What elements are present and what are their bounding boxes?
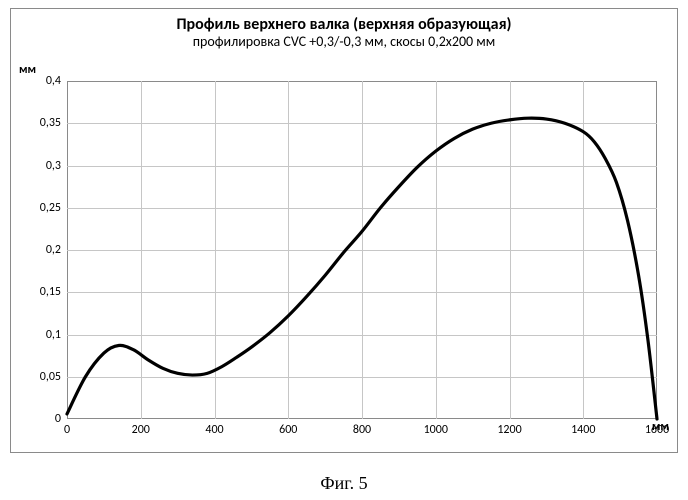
plot-area: 00,050,10,150,20,250,30,350,4 0200400600… xyxy=(67,81,657,419)
x-tick-label: 1200 xyxy=(497,419,521,437)
y-axis-unit: мм xyxy=(19,63,36,77)
y-tick-label: 0,15 xyxy=(40,285,67,299)
y-tick-label: 0,4 xyxy=(46,74,67,88)
y-tick-label: 0,3 xyxy=(46,159,67,173)
x-tick-label: 600 xyxy=(279,419,297,437)
y-tick-label: 0,2 xyxy=(46,243,67,257)
chart-title: Профиль верхнего валка (верхняя образующ… xyxy=(11,15,677,34)
x-tick-label: 800 xyxy=(353,419,371,437)
y-tick-label: 0,05 xyxy=(40,370,67,384)
figure-caption: Фиг. 5 xyxy=(0,473,688,494)
line-series xyxy=(67,81,657,419)
chart-subtitle: профилировка CVC +0,3/-0,3 мм, скосы 0,2… xyxy=(11,34,677,51)
x-tick-label: 1000 xyxy=(424,419,448,437)
y-tick-label: 0,35 xyxy=(40,116,67,130)
y-tick-label: 0,25 xyxy=(40,201,67,215)
x-tick-label: 200 xyxy=(132,419,150,437)
chart-panel: Профиль верхнего валка (верхняя образующ… xyxy=(10,8,678,453)
y-tick-label: 0,1 xyxy=(46,328,67,342)
x-tick-label: 1600 xyxy=(645,419,669,437)
x-tick-label: 400 xyxy=(205,419,223,437)
x-tick-label: 0 xyxy=(64,419,70,437)
figure-container: Профиль верхнего валка (верхняя образующ… xyxy=(0,0,688,500)
x-tick-label: 1400 xyxy=(571,419,595,437)
chart-titles: Профиль верхнего валка (верхняя образующ… xyxy=(11,9,677,51)
